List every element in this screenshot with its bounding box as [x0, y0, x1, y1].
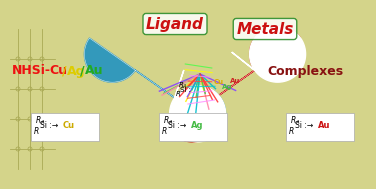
Text: /: /	[80, 64, 85, 77]
Polygon shape	[170, 26, 300, 142]
Text: $R_A$: $R_A$	[35, 115, 45, 127]
Text: $R_A$: $R_A$	[178, 81, 188, 91]
Text: Si :→: Si :→	[40, 122, 58, 130]
Text: $R$: $R$	[175, 90, 181, 98]
Text: Complexes: Complexes	[267, 64, 343, 77]
Text: $R$: $R$	[161, 125, 168, 136]
Text: Si :→: Si :→	[295, 122, 313, 130]
Text: Metals: Metals	[236, 22, 294, 36]
Text: $R$: $R$	[288, 125, 294, 136]
Text: Au: Au	[318, 122, 331, 130]
Text: Si :: Si :	[180, 87, 191, 93]
Text: Ag: Ag	[222, 84, 232, 90]
Text: Cu: Cu	[214, 79, 224, 85]
FancyBboxPatch shape	[159, 113, 227, 141]
Text: $R_A$: $R_A$	[290, 115, 300, 127]
Text: $R_A$: $R_A$	[163, 115, 174, 127]
FancyBboxPatch shape	[286, 113, 354, 141]
Polygon shape	[85, 38, 226, 130]
Text: Ag: Ag	[67, 64, 85, 77]
Text: /: /	[62, 64, 67, 77]
Polygon shape	[170, 70, 226, 142]
FancyBboxPatch shape	[31, 113, 99, 141]
Text: Cu: Cu	[63, 122, 75, 130]
Text: NHSi-: NHSi-	[12, 64, 51, 77]
Text: Au: Au	[230, 78, 240, 84]
Text: Ligand: Ligand	[146, 16, 204, 32]
Text: Au: Au	[85, 64, 103, 77]
Polygon shape	[232, 26, 306, 82]
Text: Ag: Ag	[191, 122, 203, 130]
Text: Si :→: Si :→	[168, 122, 186, 130]
Text: Cu: Cu	[49, 64, 67, 77]
Text: $R$: $R$	[33, 125, 39, 136]
